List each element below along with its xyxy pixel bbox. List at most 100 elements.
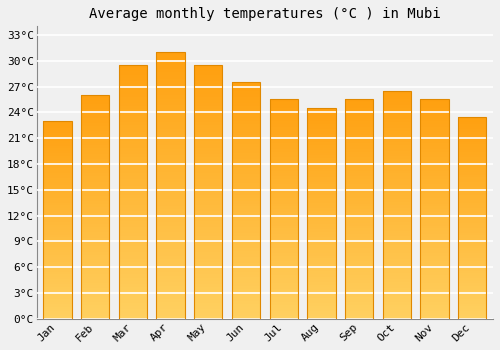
Bar bbox=[458, 124, 486, 127]
Bar bbox=[44, 237, 72, 240]
Bar bbox=[308, 224, 336, 227]
Bar bbox=[118, 173, 147, 176]
Bar bbox=[382, 273, 411, 276]
Bar bbox=[156, 205, 184, 209]
Bar bbox=[458, 251, 486, 253]
Bar bbox=[156, 92, 184, 96]
Bar bbox=[420, 217, 448, 220]
Bar bbox=[308, 121, 336, 124]
Bar bbox=[458, 258, 486, 261]
Bar bbox=[270, 223, 298, 226]
Bar bbox=[194, 233, 222, 236]
Bar bbox=[156, 109, 184, 112]
Bar bbox=[382, 307, 411, 310]
Bar bbox=[81, 176, 110, 179]
Bar bbox=[420, 146, 448, 149]
Bar bbox=[44, 282, 72, 284]
Bar bbox=[118, 122, 147, 125]
Bar bbox=[156, 99, 184, 102]
Bar bbox=[194, 141, 222, 144]
Bar bbox=[194, 163, 222, 167]
Bar bbox=[156, 129, 184, 132]
Bar bbox=[382, 267, 411, 271]
Bar bbox=[44, 232, 72, 235]
Bar bbox=[156, 119, 184, 122]
Bar bbox=[194, 182, 222, 186]
Bar bbox=[194, 287, 222, 290]
Bar bbox=[118, 309, 147, 313]
Bar bbox=[81, 285, 110, 288]
Bar bbox=[81, 95, 110, 98]
Bar bbox=[420, 160, 448, 162]
Bar bbox=[420, 124, 448, 127]
Bar bbox=[345, 116, 374, 119]
Bar bbox=[270, 182, 298, 184]
Bar bbox=[420, 193, 448, 195]
Bar bbox=[156, 299, 184, 302]
Bar bbox=[232, 162, 260, 165]
Bar bbox=[458, 157, 486, 160]
Bar bbox=[44, 131, 72, 133]
Bar bbox=[194, 100, 222, 103]
Bar bbox=[458, 142, 486, 145]
Bar bbox=[232, 124, 260, 127]
Bar bbox=[81, 134, 110, 137]
Bar bbox=[382, 185, 411, 188]
Bar bbox=[194, 93, 222, 97]
Bar bbox=[420, 99, 448, 102]
Bar bbox=[81, 310, 110, 313]
Bar bbox=[232, 203, 260, 206]
Bar bbox=[118, 109, 147, 113]
Bar bbox=[44, 294, 72, 296]
Bar bbox=[44, 158, 72, 161]
Bar bbox=[420, 258, 448, 261]
Bar bbox=[382, 102, 411, 105]
Bar bbox=[81, 117, 110, 120]
Bar bbox=[194, 154, 222, 157]
Bar bbox=[194, 293, 222, 297]
Bar bbox=[156, 306, 184, 309]
Bar bbox=[194, 256, 222, 259]
Bar bbox=[118, 116, 147, 119]
Bar bbox=[345, 286, 374, 289]
Bar bbox=[81, 126, 110, 129]
Bar bbox=[194, 144, 222, 147]
Bar bbox=[345, 291, 374, 294]
Bar bbox=[194, 189, 222, 192]
Bar bbox=[308, 219, 336, 221]
Bar bbox=[270, 154, 298, 157]
Bar bbox=[44, 272, 72, 274]
Bar bbox=[156, 125, 184, 129]
Bar bbox=[194, 208, 222, 211]
Bar bbox=[118, 160, 147, 163]
Bar bbox=[44, 185, 72, 188]
Bar bbox=[270, 209, 298, 212]
Bar bbox=[156, 85, 184, 89]
Bar bbox=[118, 192, 147, 195]
Bar bbox=[118, 125, 147, 128]
Bar bbox=[118, 256, 147, 259]
Bar bbox=[308, 295, 336, 298]
Bar bbox=[420, 119, 448, 121]
Bar bbox=[345, 165, 374, 168]
Bar bbox=[308, 211, 336, 214]
Bar bbox=[194, 227, 222, 230]
Bar bbox=[308, 205, 336, 208]
Bar bbox=[345, 215, 374, 217]
Bar bbox=[194, 179, 222, 182]
Bar bbox=[81, 98, 110, 101]
Bar bbox=[270, 179, 298, 182]
Bar bbox=[44, 148, 72, 150]
Bar bbox=[308, 216, 336, 219]
Bar bbox=[308, 300, 336, 303]
Bar bbox=[382, 219, 411, 222]
Bar bbox=[232, 156, 260, 159]
Bar bbox=[81, 109, 110, 112]
Bar bbox=[270, 99, 298, 102]
Bar bbox=[118, 249, 147, 252]
Bar bbox=[420, 280, 448, 283]
Bar bbox=[270, 300, 298, 302]
Bar bbox=[308, 316, 336, 319]
Bar bbox=[382, 290, 411, 293]
Bar bbox=[458, 187, 486, 190]
